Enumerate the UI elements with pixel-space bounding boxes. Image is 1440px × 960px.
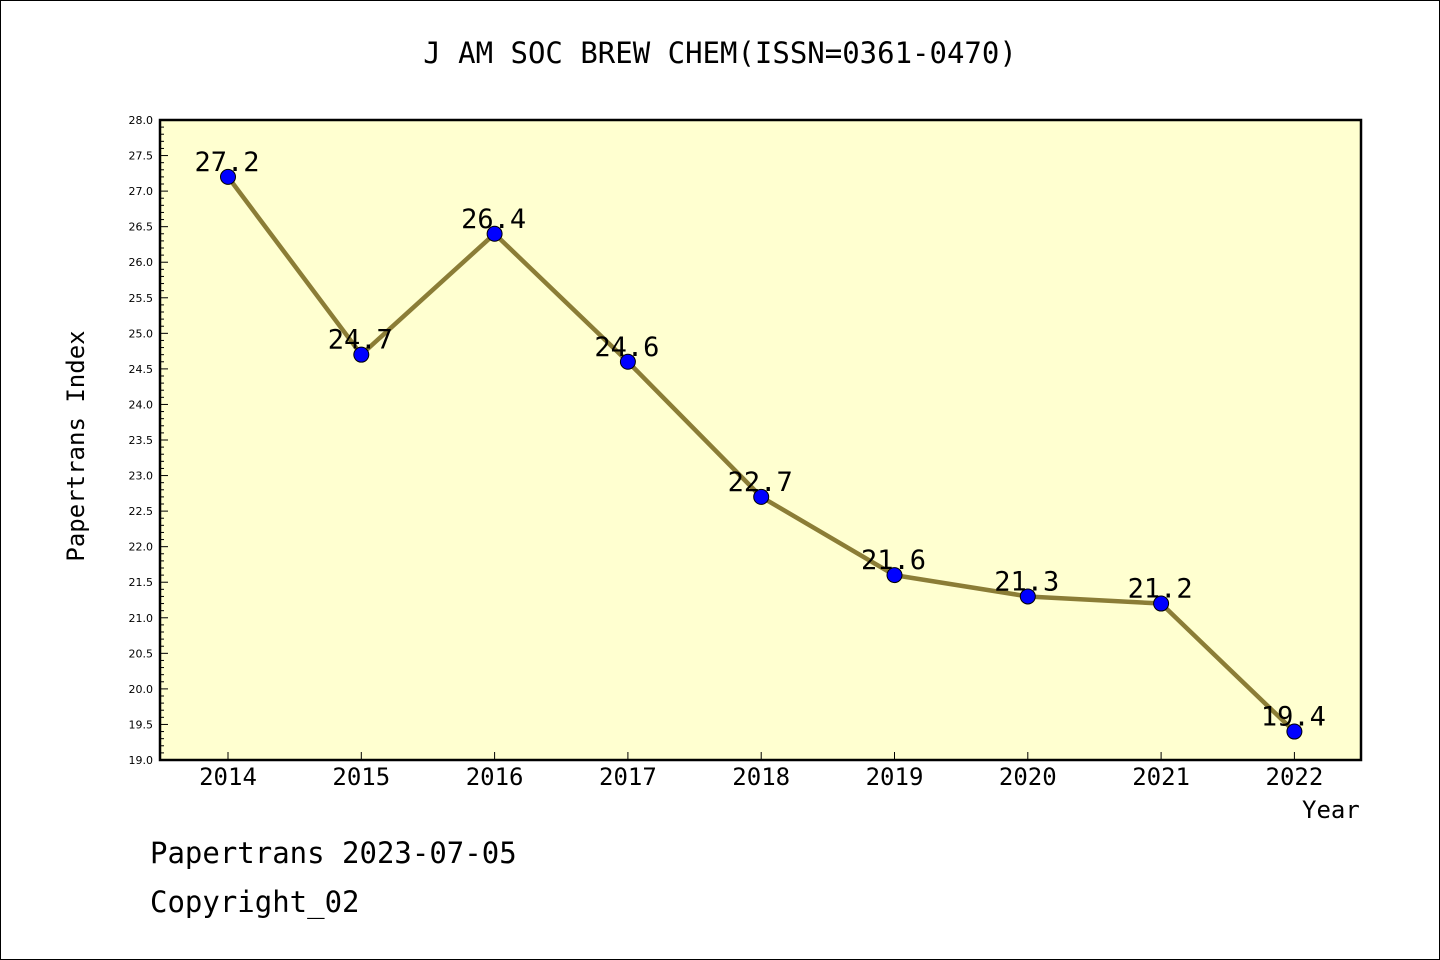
- y-tick-label: 26.0: [129, 256, 154, 269]
- x-tick-label: 2020: [999, 763, 1057, 791]
- data-point: [886, 567, 903, 584]
- data-label: 21.2: [1128, 574, 1193, 605]
- x-tick-label: 2021: [1132, 763, 1190, 791]
- y-tick-label: 21.5: [129, 576, 154, 589]
- data-label: 24.6: [594, 332, 659, 363]
- plot-area: [160, 120, 1361, 760]
- y-tick-label: 24.0: [129, 398, 154, 411]
- y-tick-label: 19.0: [129, 754, 154, 767]
- y-tick-label: 24.5: [129, 363, 154, 376]
- x-tick-label: 2019: [866, 763, 924, 791]
- data-point: [486, 225, 503, 242]
- x-tick-label: 2015: [332, 763, 390, 791]
- data-point: [1019, 588, 1036, 605]
- data-point: [619, 353, 636, 370]
- data-label: 27.2: [194, 147, 259, 178]
- x-tick-label: 2014: [199, 763, 257, 791]
- plot-border: [158, 118, 1363, 762]
- footer-copyright: Copyright_02: [150, 885, 360, 919]
- footer-date: Papertrans 2023-07-05: [150, 836, 517, 870]
- x-tick-label: 2022: [1266, 763, 1324, 791]
- x-tick-label: 2016: [466, 763, 524, 791]
- x-tick-label: 2017: [599, 763, 657, 791]
- x-tick-label: 2018: [732, 763, 790, 791]
- y-tick-label: 20.5: [129, 647, 154, 660]
- data-label: 21.3: [994, 566, 1059, 597]
- data-label: 26.4: [461, 204, 526, 235]
- y-tick-label: 23.0: [129, 470, 154, 483]
- y-tick-label: 25.5: [129, 292, 154, 305]
- y-tick-label: 20.0: [129, 683, 154, 696]
- y-tick-label: 22.5: [129, 505, 154, 518]
- data-point: [1153, 595, 1170, 612]
- y-tick-label: 27.5: [129, 150, 154, 163]
- x-axis-label: Year: [1302, 796, 1360, 824]
- data-point: [753, 488, 770, 505]
- y-tick-label: 26.5: [129, 221, 154, 234]
- data-label: 24.7: [328, 325, 393, 356]
- y-tick-label: 27.0: [129, 185, 154, 198]
- data-label: 22.7: [728, 467, 793, 498]
- y-tick-label: 28.0: [129, 114, 154, 127]
- y-tick-label: 19.5: [129, 718, 154, 731]
- y-tick-label: 25.0: [129, 327, 154, 340]
- chart-title: J AM SOC BREW CHEM(ISSN=0361-0470): [423, 36, 1017, 70]
- data-point: [1286, 723, 1303, 740]
- y-tick-label: 21.0: [129, 612, 154, 625]
- data-label: 19.4: [1261, 702, 1326, 733]
- y-tick-label: 23.5: [129, 434, 154, 447]
- data-label: 21.6: [861, 545, 926, 576]
- y-tick-label: 22.0: [129, 541, 154, 554]
- data-point: [353, 346, 370, 363]
- data-point: [220, 168, 236, 185]
